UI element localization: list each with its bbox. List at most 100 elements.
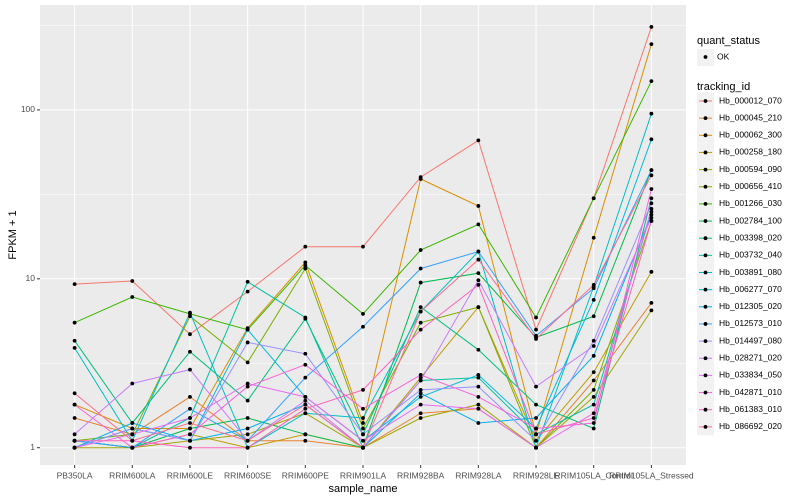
data-point [418, 402, 423, 407]
data-point [303, 351, 308, 356]
data-point [72, 445, 77, 450]
legend-label: Hb_006277_070 [719, 284, 782, 294]
data-point [361, 421, 365, 425]
legend-label: OK [717, 51, 730, 61]
data-point [188, 445, 192, 450]
data-point [476, 421, 481, 425]
data-point [418, 327, 423, 332]
data-point [72, 416, 77, 420]
data-point [649, 308, 654, 313]
data-point [418, 309, 423, 314]
data-point [303, 315, 308, 320]
data-point [72, 320, 77, 325]
x-tick-label: RRIM600SE [224, 470, 272, 480]
data-point [245, 289, 250, 294]
legend-swatch [703, 270, 708, 275]
legend-title: quant_status [697, 35, 760, 47]
legend-label: Hb_061383_010 [719, 404, 782, 414]
legend-swatch [703, 150, 708, 155]
legend-swatch [703, 322, 708, 326]
data-point [188, 332, 192, 337]
data-point [361, 244, 365, 249]
data-point [361, 311, 365, 316]
data-point [72, 438, 77, 443]
data-point [361, 324, 365, 329]
data-point [591, 286, 596, 291]
data-point [303, 266, 308, 271]
data-point [534, 416, 538, 420]
data-point [649, 269, 654, 274]
legend-swatch [703, 390, 708, 395]
data-point [534, 315, 538, 320]
data-point [534, 432, 538, 437]
data-point [476, 249, 481, 254]
legend-label: Hb_003891_080 [719, 267, 782, 277]
x-axis-title: sample_name [328, 483, 397, 495]
data-point [245, 279, 250, 284]
data-point [649, 206, 654, 211]
data-point [591, 387, 596, 392]
data-point [72, 338, 77, 343]
data-point [591, 426, 596, 431]
data-point [188, 367, 192, 372]
data-point [245, 432, 250, 437]
data-point [245, 340, 250, 345]
data-point [245, 416, 250, 420]
data-point [418, 391, 423, 396]
data-point [130, 426, 135, 431]
data-point [188, 426, 192, 431]
data-point [303, 406, 308, 411]
data-point [361, 406, 365, 411]
data-point [188, 421, 192, 425]
data-point [188, 438, 192, 443]
legend-swatch [703, 236, 708, 241]
legend-label: Hb_028271_020 [719, 353, 782, 363]
data-point [534, 327, 538, 332]
legend-label: Hb_000656_410 [719, 181, 782, 191]
data-point [418, 305, 423, 310]
legend-swatch [703, 356, 708, 361]
data-point [534, 333, 538, 338]
legend-swatch [703, 202, 708, 206]
legend-swatch [703, 304, 708, 309]
data-point [649, 79, 654, 84]
x-tick-label: RRIM600PE [282, 470, 330, 480]
data-point [591, 378, 596, 383]
data-point [188, 416, 192, 420]
data-point [303, 244, 308, 249]
data-point [591, 196, 596, 201]
legend-label: Hb_003398_020 [719, 232, 782, 242]
data-point [130, 445, 135, 450]
legend-swatch [703, 339, 708, 343]
data-point [476, 257, 481, 262]
data-point [649, 301, 654, 305]
data-point [591, 411, 596, 416]
data-point [361, 387, 365, 392]
legend-label: Hb_012573_010 [719, 318, 782, 328]
data-point [418, 280, 423, 285]
legend-label: Hb_000258_180 [719, 147, 782, 157]
data-point [476, 406, 481, 411]
legend-label: Hb_012305_020 [719, 301, 782, 311]
data-point [130, 381, 135, 386]
data-point [591, 344, 596, 348]
data-point [418, 387, 423, 392]
data-point [72, 391, 77, 396]
legend-swatch [703, 133, 708, 138]
y-tick-label: 1 [30, 442, 35, 452]
data-point [591, 416, 596, 420]
legend-label: Hb_001266_030 [719, 198, 782, 208]
data-point [418, 394, 423, 399]
legend-label: Hb_033834_050 [719, 370, 782, 380]
data-point [476, 138, 481, 143]
data-point [649, 25, 654, 29]
data-point [649, 168, 654, 173]
data-point [649, 42, 654, 47]
data-point [418, 248, 423, 252]
data-point [361, 416, 365, 420]
y-tick-label: 10 [26, 273, 36, 283]
data-point [476, 283, 481, 287]
x-tick-label: RRIM600LE [167, 470, 214, 480]
data-point [303, 375, 308, 380]
